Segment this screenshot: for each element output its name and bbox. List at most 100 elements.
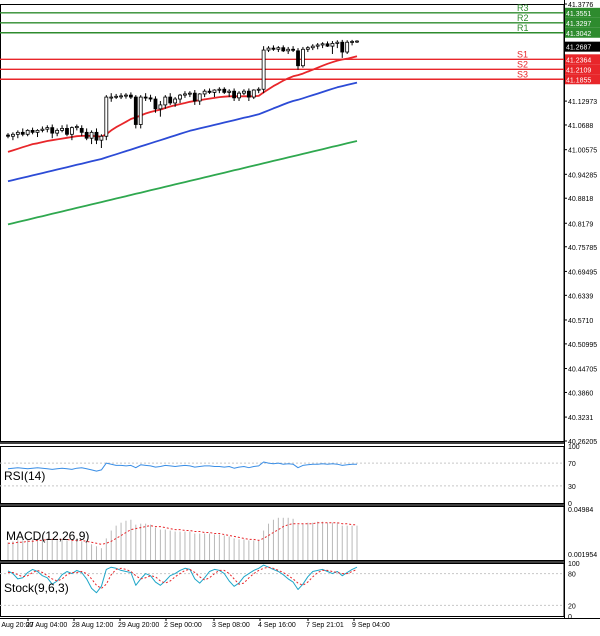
candle-body <box>212 89 217 93</box>
candle-body <box>281 47 286 52</box>
macd-axis-label: 0.04984 <box>568 507 593 514</box>
candle <box>84 128 89 141</box>
pivot-price-value: 41.3551 <box>566 11 591 18</box>
price-tick-label: 40.69495 <box>568 269 597 276</box>
pivot-price-tag <box>565 17 600 28</box>
candle-body <box>202 90 207 95</box>
stochastic-axis-label: 80 <box>568 572 576 579</box>
candle <box>237 91 241 101</box>
candle <box>60 125 64 133</box>
candle-body <box>271 47 276 50</box>
candle-body <box>143 96 148 99</box>
candle <box>104 95 109 141</box>
candle <box>340 39 345 58</box>
pivot-label-s2: S2 <box>517 59 528 69</box>
candle-body <box>197 93 202 102</box>
candle <box>261 46 266 94</box>
stochastic-title: Stock(9,6,3) <box>4 581 69 595</box>
pivot-price-tag <box>565 7 600 18</box>
candle-body <box>99 135 104 141</box>
candle-body <box>128 94 133 98</box>
candle-body <box>345 41 350 53</box>
candle-body <box>256 88 261 91</box>
candle-body <box>79 128 84 133</box>
candle <box>124 93 128 99</box>
candle <box>109 93 114 102</box>
candle <box>266 46 271 53</box>
candle <box>178 93 182 103</box>
candle-body <box>109 96 114 99</box>
candle <box>192 90 197 105</box>
pivot-price-value: 41.2364 <box>566 57 591 64</box>
candle <box>50 124 55 139</box>
candle <box>15 130 20 139</box>
candle-body <box>325 43 330 47</box>
candle-body <box>133 96 138 125</box>
candle-body <box>286 48 291 52</box>
price-tick-label: 40.94285 <box>568 172 597 179</box>
candle-body <box>60 128 64 131</box>
candle <box>173 97 178 107</box>
candle <box>148 94 153 102</box>
candle-body <box>15 131 20 135</box>
candle-body <box>104 96 109 137</box>
stochastic-axis-label: 20 <box>568 603 576 610</box>
price-tick-label: 41.3776 <box>568 2 593 9</box>
candle <box>251 89 256 100</box>
stochastic-d-line <box>8 566 358 590</box>
candle <box>286 46 291 54</box>
candle <box>335 40 340 49</box>
price-tick-label: 40.44705 <box>568 367 597 374</box>
candle <box>94 128 99 145</box>
candle <box>305 46 310 53</box>
candle-body <box>217 88 222 91</box>
candle <box>40 126 45 133</box>
candle <box>138 95 143 129</box>
pivot-price-tag <box>565 64 600 75</box>
candle-body <box>163 96 168 106</box>
candle <box>202 89 207 98</box>
rsi-line <box>7 461 357 472</box>
price-tick-label: 40.8179 <box>568 221 593 228</box>
time-tick-label: 3 Sep 08:00 <box>212 622 250 629</box>
candle <box>55 128 60 137</box>
candle-body <box>50 127 55 134</box>
candle-body <box>183 93 187 96</box>
candle-body <box>74 126 79 129</box>
ma-fast-line <box>7 55 358 153</box>
time-tick-label: 28 Aug 12:00 <box>72 622 113 629</box>
price-tick-label: 40.5710 <box>568 318 593 325</box>
candle-body <box>187 92 192 95</box>
candle-body <box>45 127 50 130</box>
price-tick-label: 41.00575 <box>568 148 597 155</box>
candle-body <box>227 90 232 93</box>
candle <box>320 42 325 49</box>
candle <box>158 100 163 117</box>
candle-body <box>114 95 119 98</box>
candle-body <box>261 49 266 90</box>
pivot-label-r1: R1 <box>517 23 529 33</box>
pivot-label-r3: R3 <box>517 3 529 13</box>
macd-axis-label: 0.001954 <box>568 552 597 559</box>
last-price-value: 41.2687 <box>566 45 591 52</box>
candle-body <box>168 96 173 104</box>
candle-body <box>207 90 212 93</box>
candle-body <box>330 43 335 47</box>
ma-mid-line <box>7 81 358 183</box>
candle-body <box>94 131 99 141</box>
pivot-price-value: 41.3297 <box>566 21 591 28</box>
candle-body <box>20 131 25 135</box>
rsi-title: RSI(14) <box>4 469 45 483</box>
candle <box>119 93 123 100</box>
candle <box>207 88 212 94</box>
candle-body <box>70 127 74 135</box>
time-tick-label: 29 Aug 20:00 <box>118 622 159 629</box>
candle-body <box>222 88 227 93</box>
last-price-tag <box>565 41 600 52</box>
price-tick-label: 40.3231 <box>568 415 593 422</box>
candle-body <box>310 45 315 49</box>
candle <box>143 93 148 101</box>
price-tick-label: 40.75785 <box>568 245 597 252</box>
candle <box>301 46 305 68</box>
candle-body <box>355 40 359 43</box>
